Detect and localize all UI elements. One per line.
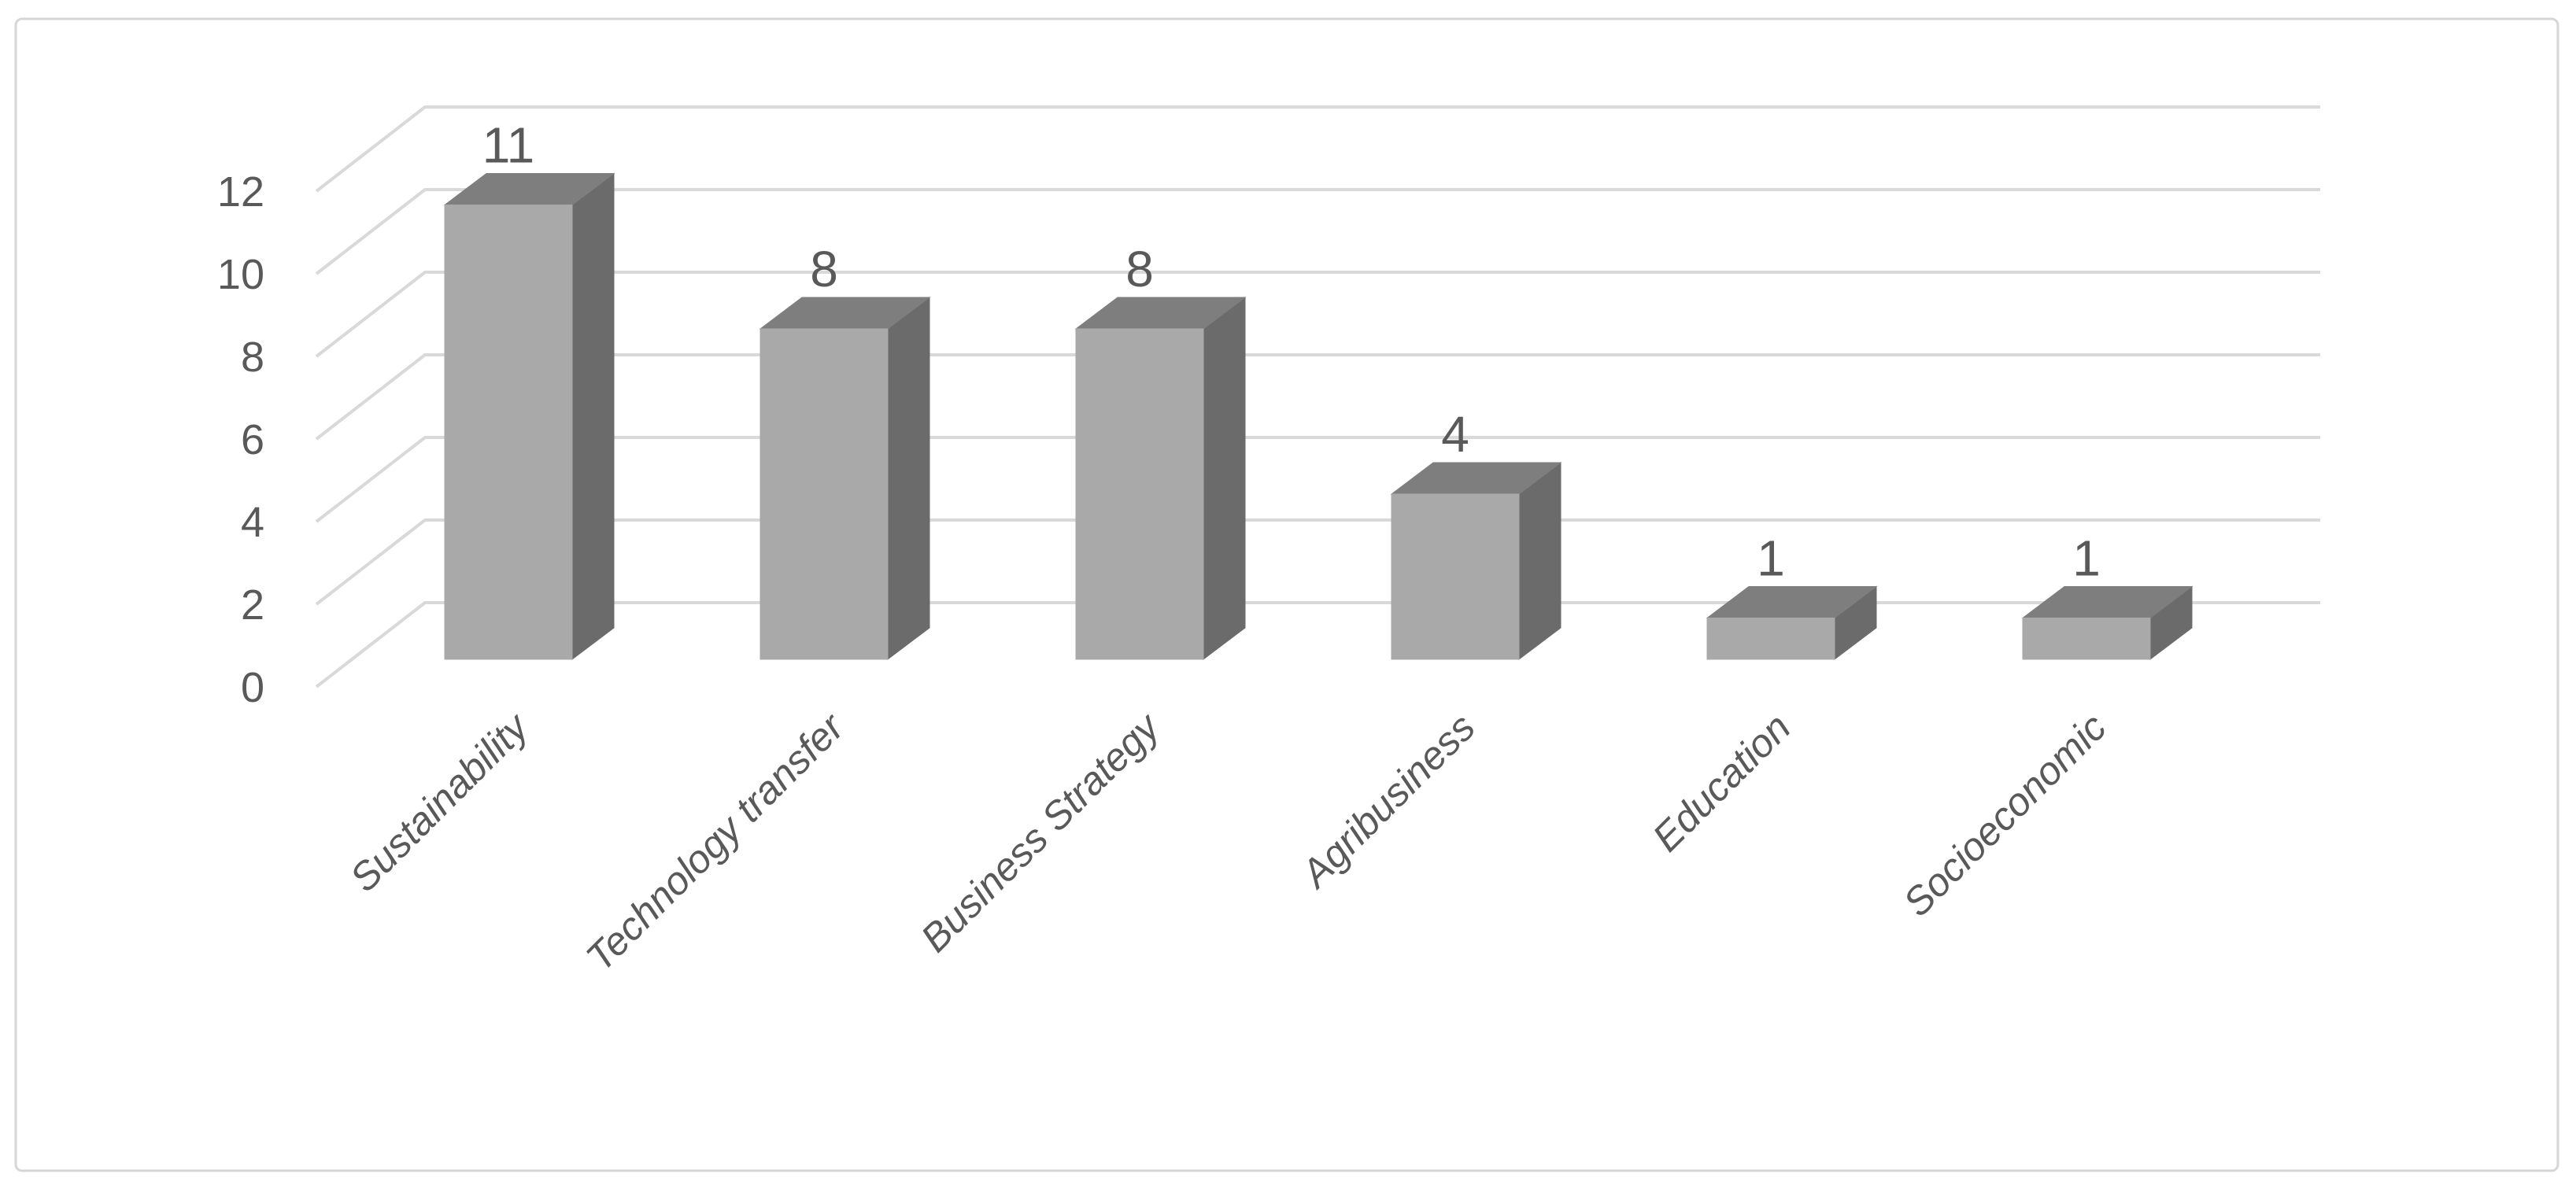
y-axis-tick-label-2: 2 — [241, 581, 264, 629]
bar-side-face — [887, 296, 930, 661]
gridline-y-10 — [315, 188, 2320, 275]
bar-front-face — [1075, 328, 1204, 660]
bar-front-face — [1706, 618, 1835, 660]
y-axis-tick-label-0: 0 — [241, 664, 264, 711]
y-axis: 0 2 4 6 8 10 12 — [217, 168, 264, 711]
bars: 118 841 1 — [443, 117, 2193, 661]
bar-front-face — [1391, 493, 1520, 660]
y-axis-tick-label-8: 8 — [241, 334, 264, 381]
gridline-y-0 — [315, 601, 2320, 688]
bar-side-face — [1518, 461, 1561, 661]
bar-data-label: 8 — [1125, 241, 1154, 297]
gridline-y-2 — [315, 518, 2320, 606]
y-axis-tick-label-4: 4 — [241, 499, 264, 546]
bar-side-face — [571, 172, 615, 661]
bar-front-face — [2022, 618, 2151, 660]
bar-side-face — [1203, 296, 1246, 661]
bar-agribusiness: 4 — [1390, 406, 1562, 661]
gridlines — [315, 105, 2320, 688]
bar-data-label: 1 — [2072, 530, 2101, 587]
bar-data-label: 1 — [1757, 530, 1785, 587]
bar-data-label: 8 — [810, 241, 838, 297]
gridline-y-6 — [315, 353, 2320, 441]
y-axis-tick-label-12: 12 — [217, 168, 264, 216]
bar-sustainability: 11 — [443, 117, 615, 661]
chart-border — [14, 17, 2559, 1172]
gridline-y-12 — [315, 105, 2320, 193]
bar-socioeconomic: 1 — [2021, 530, 2193, 661]
bar-business-strategy: 8 — [1074, 241, 1247, 661]
y-axis-tick-label-10: 10 — [217, 251, 264, 298]
bar-technology-transfer: 8 — [759, 241, 931, 661]
bar-data-label: 11 — [482, 117, 534, 174]
bar-data-label: 4 — [1441, 406, 1469, 463]
gridline-y-8 — [315, 271, 2320, 358]
bar-education: 1 — [1706, 530, 1878, 661]
bar-front-face — [759, 328, 889, 660]
bar-front-face — [444, 205, 573, 660]
gridline-y-4 — [315, 436, 2320, 523]
y-axis-tick-label-6: 6 — [241, 416, 264, 463]
